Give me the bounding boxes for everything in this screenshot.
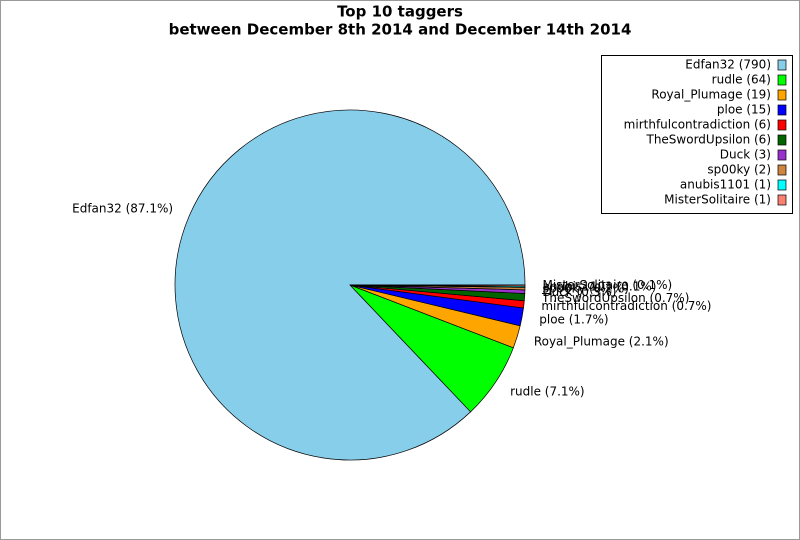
slice-label: Royal_Plumage (2.1%)	[534, 335, 669, 349]
slice-label: anubis1101 (0.1%)	[542, 280, 656, 294]
legend-swatch	[777, 134, 787, 146]
chart-title: Top 10 taggers	[337, 3, 463, 21]
legend-label: TheSwordUpsilon (6)	[645, 133, 771, 147]
legend-label: anubis1101 (1)	[680, 178, 771, 192]
slice-label: TheSwordUpsilon (0.7%)	[541, 291, 689, 305]
slice-label: MisterSolitaire (0.1%)	[542, 278, 672, 292]
legend-swatch	[777, 74, 787, 86]
legend-label: mirthfulcontradiction (6)	[624, 118, 771, 132]
legend-swatch	[777, 89, 787, 101]
legend-label: MisterSolitaire (1)	[664, 193, 771, 207]
legend-swatch	[777, 59, 787, 71]
legend-swatch	[777, 104, 787, 116]
legend-label: Edfan32 (790)	[685, 58, 771, 72]
legend-box	[601, 55, 793, 214]
slice-label: sp00ky (0.2%)	[542, 282, 628, 296]
legend-swatch	[777, 119, 787, 131]
legend-label: Duck (3)	[720, 148, 771, 162]
chart-subtitle: between December 8th 2014 and December 1…	[169, 21, 632, 39]
slice-label: ploe (1.7%)	[539, 313, 608, 327]
legend-swatch	[777, 194, 787, 206]
slice-label: rudle (7.1%)	[510, 384, 585, 398]
pie-slice	[349, 284, 526, 287]
legend-swatch	[777, 164, 787, 176]
legend-swatch	[777, 149, 787, 161]
slice-label: Edfan32 (87.1%)	[72, 202, 173, 216]
slice-label: mirthfulcontradiction (0.7%)	[541, 299, 711, 313]
slice-label: Duck (0.3%)	[542, 285, 616, 299]
legend-label: Royal_Plumage (19)	[651, 88, 771, 102]
legend-swatch	[777, 179, 787, 191]
legend-label: rudle (64)	[712, 73, 771, 87]
legend-label: ploe (15)	[717, 103, 771, 117]
legend-label: sp00ky (2)	[707, 163, 771, 177]
